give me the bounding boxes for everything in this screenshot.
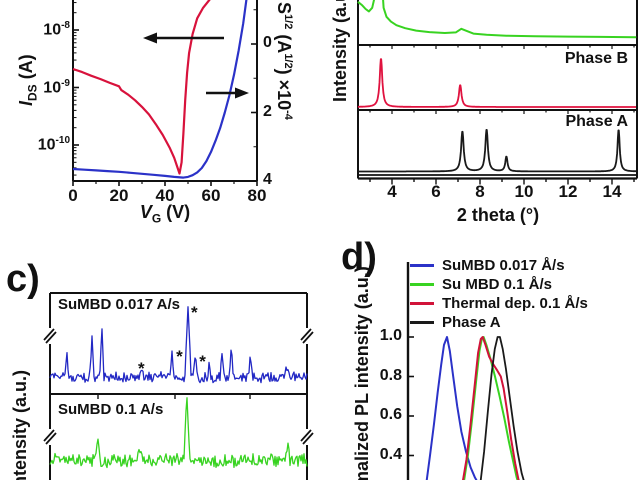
axis-break-slash: [302, 432, 314, 445]
transfer-x-tick-label: 60: [201, 186, 221, 205]
transfer-x-tick-label: 80: [247, 186, 267, 205]
transfer-yleft-tick-label: 10-9: [26, 78, 70, 97]
axis-break-gap: [47, 328, 53, 344]
log-exponent: -10: [55, 135, 70, 146]
legend-item: SuMBD 0.017 Å/s: [410, 256, 588, 275]
transfer-ylabel-right: S1/2 (A1/2) ×10-4: [273, 2, 294, 120]
xrd-phase-b-label: Phase B: [564, 50, 628, 67]
transfer-x-tick-label: 20: [109, 186, 129, 205]
xrd-x-tick-label: 6: [431, 182, 441, 201]
spectra-green-trace: [49, 397, 308, 469]
transfer-yright-tick-label: 4: [263, 171, 272, 188]
star-marker: *: [138, 358, 145, 378]
axis-break-slash: [45, 432, 57, 445]
xrd-phase-a-curve: [357, 128, 637, 173]
log-exponent: -8: [61, 20, 70, 31]
transfer-ylabel-right-unit2: ) ×10: [274, 68, 294, 111]
star-marker: *: [176, 346, 183, 366]
transfer-blue-curve: [72, 0, 248, 179]
transfer-yleft-tick-label: 10-10: [26, 135, 70, 154]
transfer-ylabel-right-sup1: 1/2: [282, 14, 294, 30]
transfer-xlabel-unit: (V): [161, 202, 191, 222]
spectra-series2-label: SuMBD 0.1 A/s: [58, 401, 164, 418]
legend-color-line: [410, 283, 434, 286]
axis-break-gap: [47, 429, 53, 445]
xrd-xlabel: 2 theta (°): [456, 205, 540, 225]
xrd-x-tick-label: 10: [514, 182, 534, 201]
legend-label: SuMBD 0.017 Å/s: [442, 257, 565, 274]
xrd-phase-b-curve: [357, 58, 637, 108]
transfer-red-curve: [72, 0, 211, 175]
pl-y-tick-label: 0.8: [379, 366, 402, 384]
spectra-blue-trace: [49, 306, 308, 384]
transfer-yleft-tick-label: 10-8: [26, 20, 70, 39]
log-exponent: -9: [61, 77, 70, 89]
pl-curve-4: [479, 336, 525, 480]
spectra-ylabel: Intensity (a.u.): [10, 369, 30, 480]
transfer-ylabel-right-sup3: -4: [282, 110, 294, 120]
log-base: 10: [43, 21, 62, 39]
star-marker: *: [190, 303, 198, 323]
log-base: 10: [43, 78, 62, 96]
axis-break-slash: [43, 328, 55, 341]
spectra-series1-label: SuMBD 0.017 A/s: [58, 296, 180, 313]
axis-break-slash: [300, 328, 312, 341]
xrd-x-tick-label: 12: [558, 182, 578, 201]
legend-color-line: [410, 302, 434, 305]
transfer-xlabel-symbol: V: [139, 202, 152, 222]
xrd-phase-a-label: Phase A: [565, 113, 628, 130]
legend-color-line: [410, 321, 434, 324]
right-axis-arrow-head: [235, 87, 249, 99]
axis-break-slash: [45, 331, 57, 344]
transfer-x-tick-label: 40: [155, 186, 175, 205]
transfer-ylabel-left-symbol: I: [16, 100, 36, 106]
transfer-ylabel-right-sup2: 1/2: [282, 53, 294, 69]
transfer-yright-tick-label: 0: [263, 34, 272, 51]
pl-y-tick-label: 0.4: [379, 445, 402, 463]
pl-legend: SuMBD 0.017 Å/s Su MBD 0.1 Å/s Thermal dep…: [410, 256, 588, 332]
xrd-ylabel: Intensity (a.u.): [330, 0, 350, 102]
pl-y-tick-label: 0.6: [379, 406, 402, 423]
transfer-yright-tick-label: 2: [263, 102, 272, 120]
legend-item: Phase A: [410, 313, 588, 332]
panel-c-letter: c): [6, 258, 40, 300]
legend-color-line: [410, 264, 434, 267]
panel-d-letter: d): [341, 236, 377, 278]
axis-break-gap: [304, 429, 310, 445]
xrd-green-curve: [357, 0, 637, 39]
xrd-x-tick-label: 14: [602, 182, 622, 201]
legend-label: Su MBD 0.1 Å/s: [442, 276, 553, 293]
pl-curve-1: [425, 336, 478, 480]
xrd-x-tick-label: 8: [475, 182, 485, 201]
legend-item: Thermal dep. 0.1 Å/s: [410, 294, 588, 313]
legend-label: Thermal dep. 0.1 Å/s: [442, 295, 588, 312]
transfer-ylabel-right-symbol: S: [274, 2, 294, 15]
transfer-xlabel: VG (V): [95, 202, 235, 226]
left-axis-arrow-head: [143, 32, 157, 44]
transfer-x-tick-label: 0: [68, 186, 78, 205]
axis-break-slash: [300, 429, 312, 442]
star-marker: *: [199, 351, 206, 371]
axis-break-slash: [302, 331, 314, 344]
legend-label: Phase A: [442, 314, 501, 331]
pl-curve-3: [462, 336, 520, 480]
axis-break-slash: [43, 429, 55, 442]
legend-item: Su MBD 0.1 Å/s: [410, 275, 588, 294]
transfer-ylabel-right-unit1: (A: [274, 29, 294, 54]
pl-y-tick-label: 1.0: [379, 327, 402, 344]
log-base: 10: [37, 136, 56, 154]
axis-break-gap: [304, 328, 310, 344]
transfer-xlabel-sub: G: [151, 211, 162, 226]
xrd-x-tick-label: 4: [387, 182, 397, 201]
